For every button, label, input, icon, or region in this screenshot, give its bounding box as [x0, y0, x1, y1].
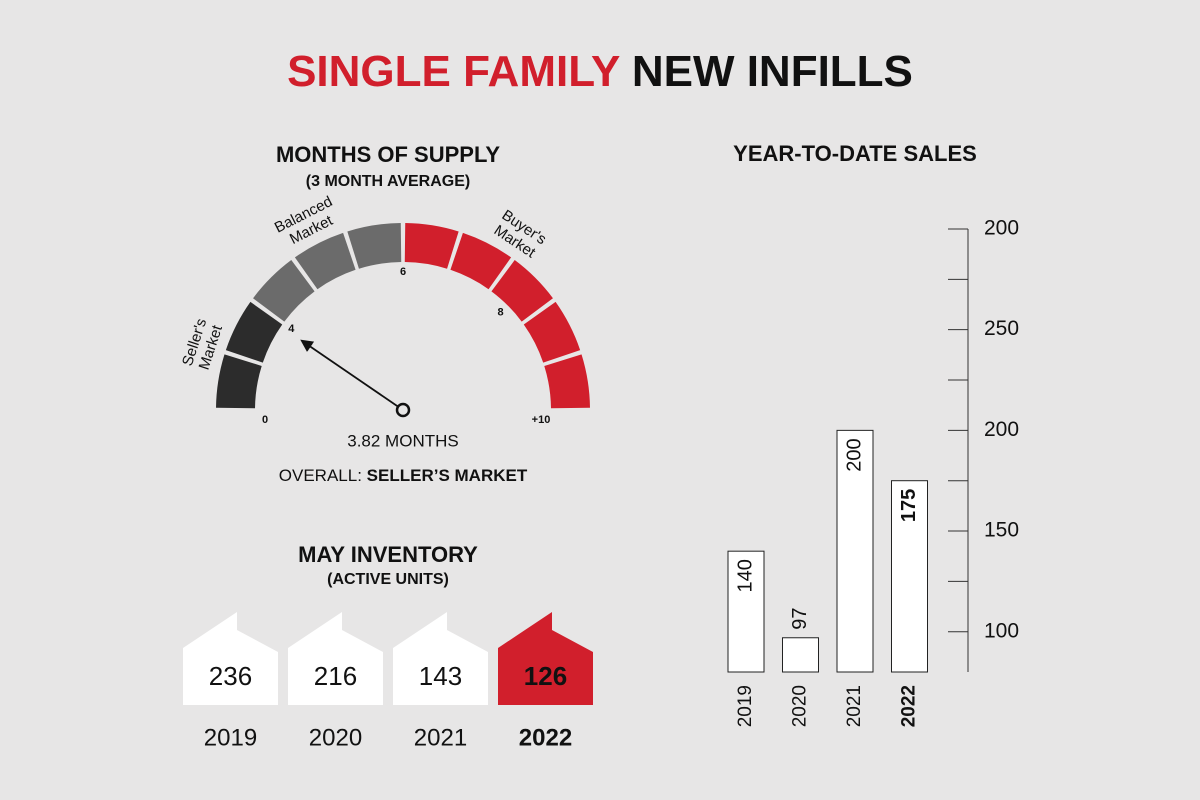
house-year: 2021: [414, 724, 467, 751]
gauge-segment: [347, 223, 402, 269]
gauge-segment: [253, 260, 315, 322]
house-year: 2022: [519, 724, 572, 751]
bar: [836, 429, 874, 673]
bar-value-label: 140: [734, 559, 756, 592]
house: [498, 612, 593, 705]
overall-value: SELLER’S MARKET: [367, 466, 528, 485]
bar: [727, 550, 765, 673]
gauge-tick-label: 8: [498, 306, 504, 318]
bar: [782, 637, 819, 673]
overall-label: OVERALL:: [279, 466, 362, 485]
bar-value-label: 175: [898, 489, 920, 522]
gauge-segment: [544, 354, 590, 409]
house: [183, 612, 278, 705]
house-value: 216: [314, 661, 357, 691]
gauge-tick-label: 0: [262, 414, 268, 426]
house-year: 2020: [309, 724, 362, 751]
y-tick-label: 150: [984, 519, 1019, 542]
inventory-title: MAY INVENTORY: [298, 542, 478, 567]
gauge-tick-label: 4: [288, 323, 295, 335]
gauge-segment: [450, 232, 512, 290]
gauge-segment: [491, 260, 553, 322]
x-tick-label: 2021: [844, 685, 865, 727]
gauge-title: MONTHS OF SUPPLY: [276, 142, 500, 167]
title-black: NEW INFILLS: [632, 47, 913, 96]
gauge-value-label: 3.82 MONTHS: [347, 431, 458, 450]
house-year: 2019: [204, 724, 257, 751]
house: [288, 612, 383, 705]
x-tick-label: 2022: [899, 685, 920, 727]
gauge-segment: [523, 301, 581, 363]
gauge-segment: [404, 223, 459, 269]
house: [393, 612, 488, 705]
needle: [300, 339, 404, 411]
gauge-tick-label: 6: [400, 266, 406, 278]
inventory-subtitle: (ACTIVE UNITS): [327, 571, 449, 588]
title-red: SINGLE FAMILY: [287, 47, 620, 96]
gauge-segment: [216, 354, 262, 409]
bar-value-label: 97: [789, 608, 811, 630]
gauge-subtitle: (3 MONTH AVERAGE): [306, 173, 470, 190]
x-tick-label: 2020: [790, 685, 811, 727]
overall: OVERALL: SELLER’S MARKET: [279, 466, 528, 485]
main-title: SINGLE FAMILY NEW INFILLS: [287, 47, 913, 96]
needle-hub: [395, 402, 411, 418]
house-value: 126: [524, 661, 567, 691]
y-tick-label: 100: [984, 619, 1019, 642]
bar-title: YEAR-TO-DATE SALES: [733, 141, 977, 166]
bar-value-label: 200: [843, 438, 865, 471]
y-tick-label: 200: [984, 418, 1019, 441]
house-value: 236: [209, 661, 252, 691]
bar: [891, 480, 928, 673]
gauge-segment: [225, 301, 283, 363]
gauge-tick-label: +10: [532, 414, 551, 426]
house-value: 143: [419, 661, 462, 691]
x-tick-label: 2019: [735, 685, 756, 727]
y-tick-label: 200: [984, 217, 1019, 240]
y-tick-label: 250: [984, 317, 1019, 340]
gauge-segment: [294, 232, 356, 290]
